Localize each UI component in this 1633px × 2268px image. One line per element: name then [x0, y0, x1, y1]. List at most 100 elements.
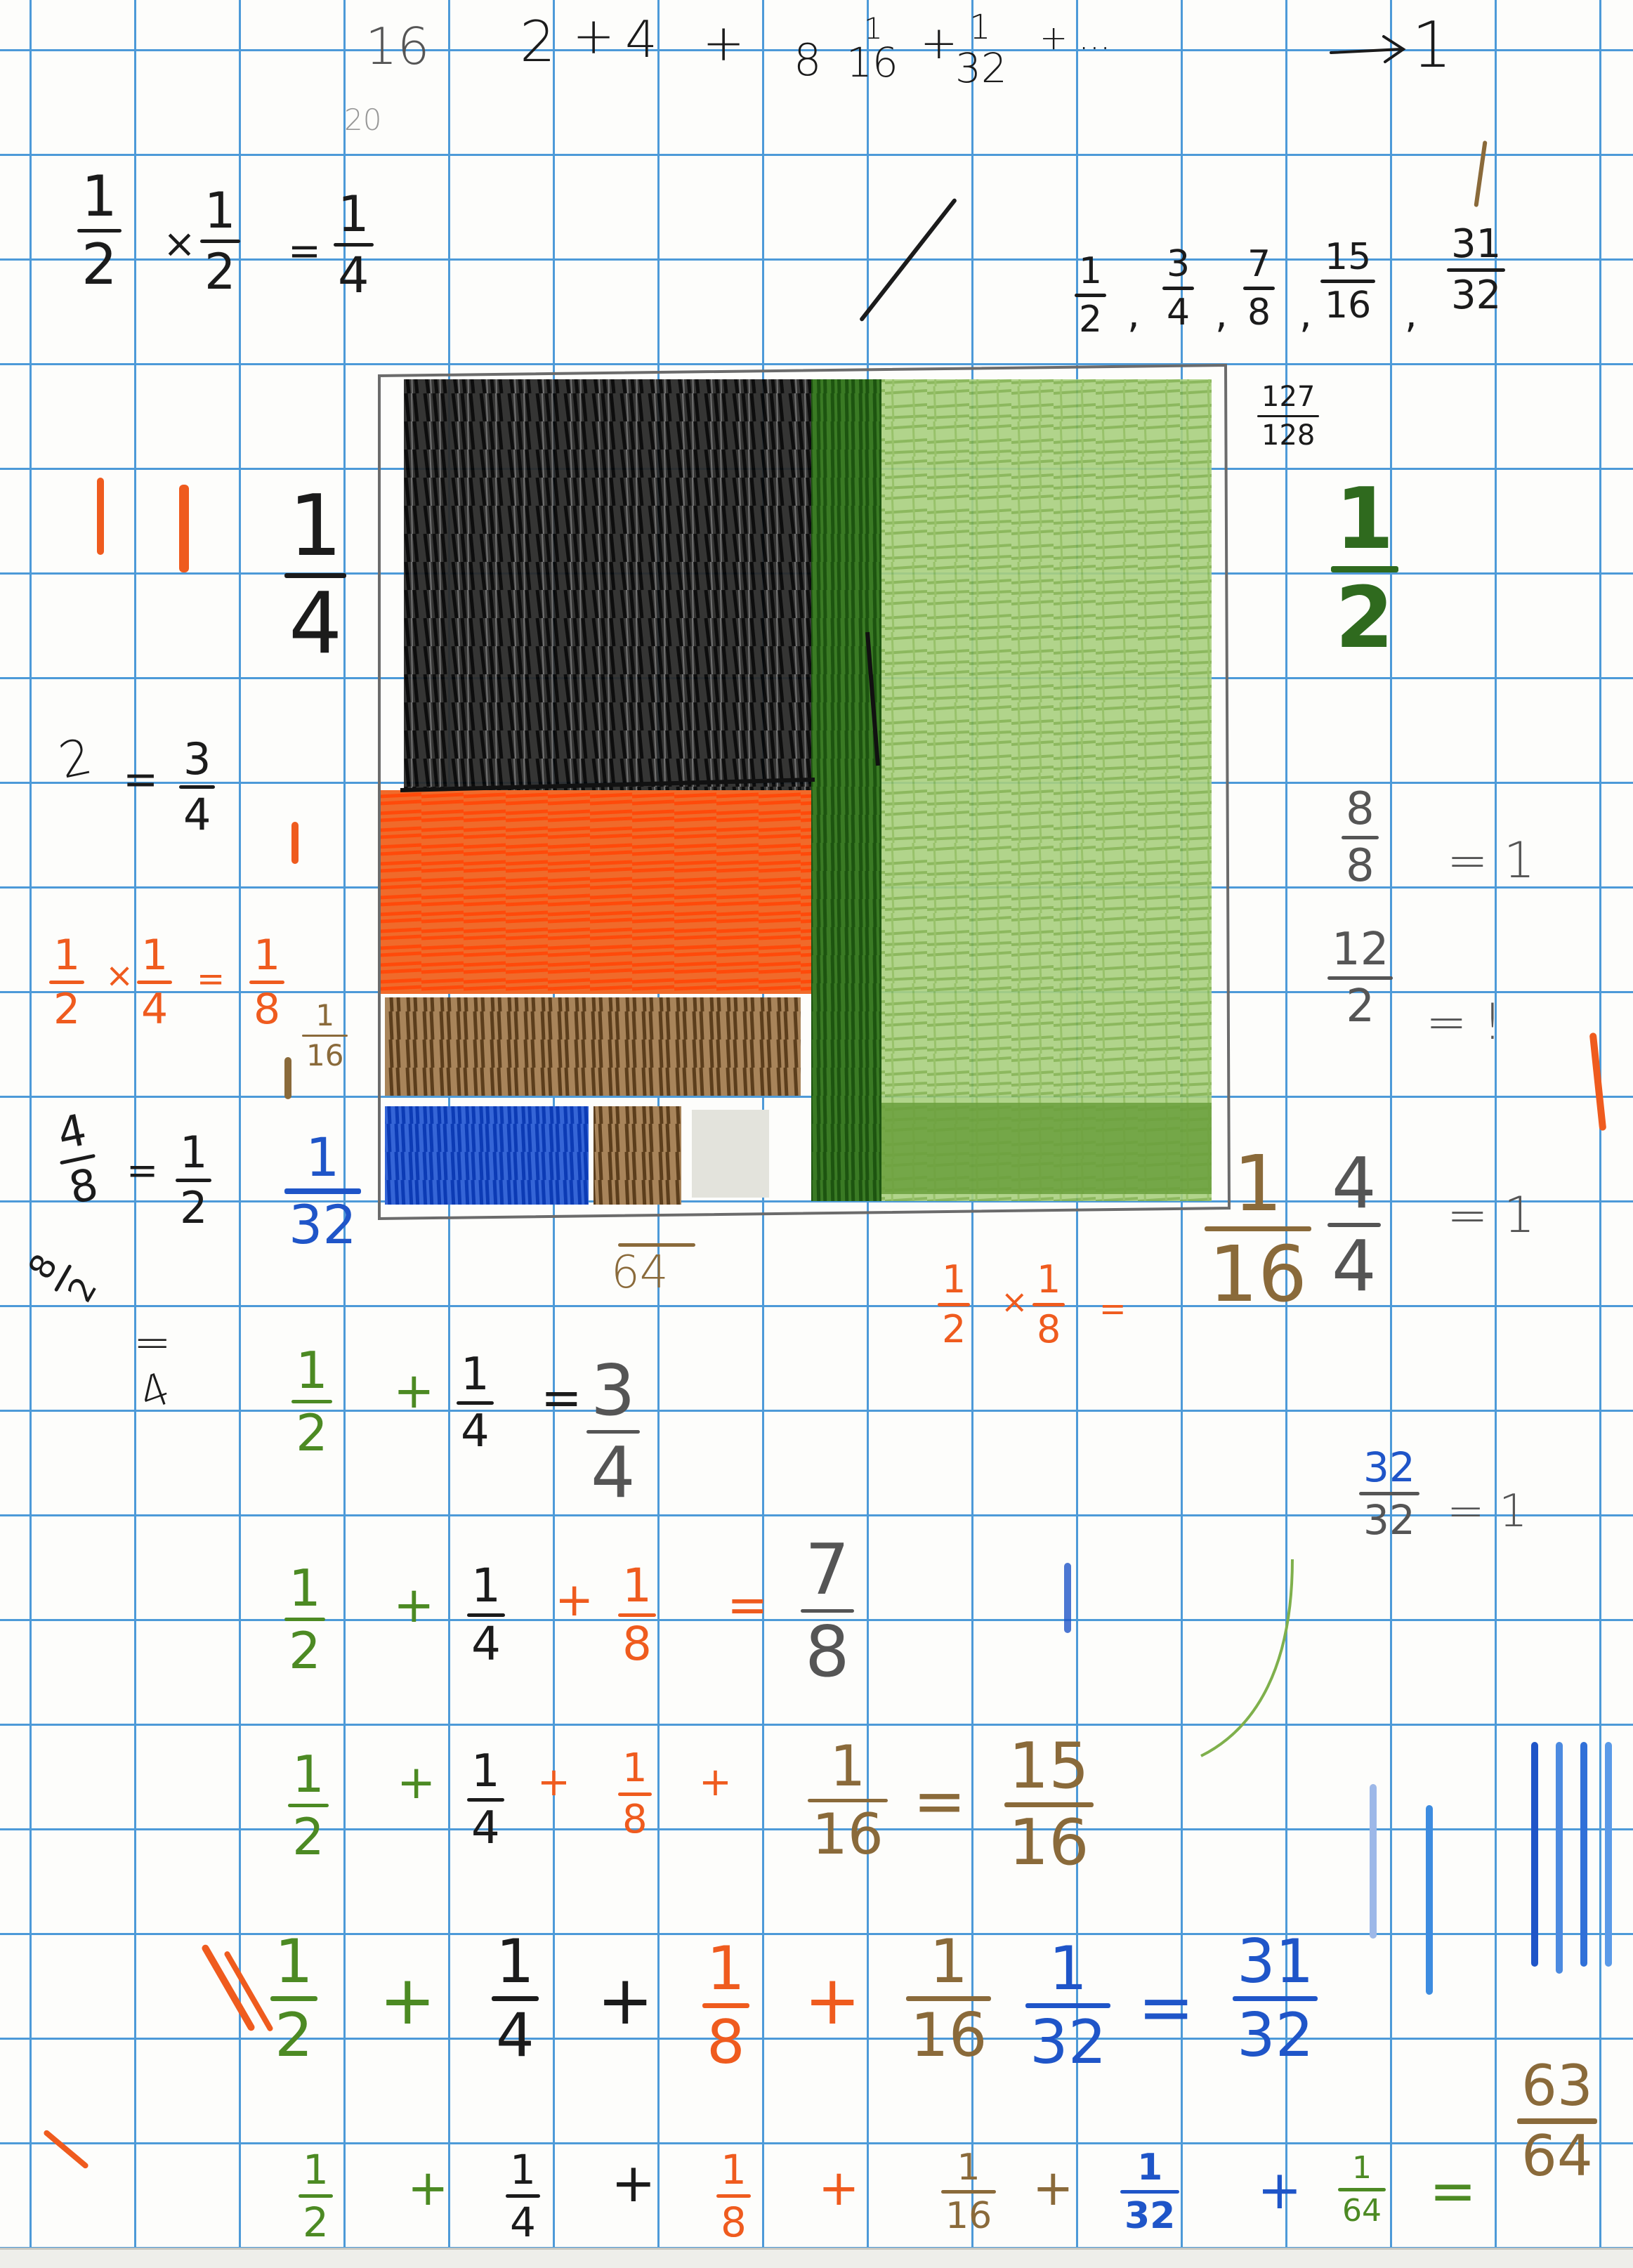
- series-term: 2: [520, 9, 556, 74]
- blue-stroke: [1556, 1742, 1563, 1974]
- equals-sign: =: [197, 959, 225, 999]
- series-term-num: 1: [864, 11, 883, 46]
- series-term: 32: [955, 44, 1007, 92]
- paper-bottom-edge: [0, 2248, 1633, 2268]
- series-plus: +: [920, 18, 958, 70]
- series-limit: 1: [1412, 8, 1452, 82]
- brown-tick: [284, 1057, 291, 1099]
- blue-stroke: [1605, 1742, 1612, 1967]
- plus-sign: +: [537, 1759, 570, 1805]
- plus-sign: +: [699, 1759, 732, 1805]
- equals-sign: =: [913, 1764, 966, 1838]
- equals-one: = 1: [1447, 1186, 1535, 1244]
- equals-bang: = !: [1426, 993, 1502, 1051]
- fraction: 15 16: [1004, 1735, 1094, 1875]
- blue-tally: [1064, 1563, 1071, 1633]
- scribble-16: 16: [365, 17, 430, 76]
- equals-sign: =: [541, 1369, 582, 1427]
- equals-one: = 1: [1447, 1486, 1528, 1538]
- plus-sign: +: [393, 1576, 435, 1634]
- fraction-bar: [618, 1243, 695, 1247]
- orange-tally: [179, 485, 189, 572]
- equals-sign: =: [126, 1148, 159, 1193]
- scribble-20: 20: [344, 103, 382, 137]
- denominator: 64: [611, 1247, 669, 1299]
- equals-sign: =: [1138, 1968, 1195, 2047]
- fraction: 1 32: [1120, 2149, 1180, 2234]
- fraction: 31 32: [1447, 225, 1506, 315]
- series-tail: + ...: [1040, 18, 1111, 58]
- equals-sign: =: [1099, 1290, 1127, 1328]
- eight-over-two-equals: =: [133, 1317, 171, 1369]
- plus-sign: +: [379, 1961, 436, 2040]
- series-term-num: 1: [969, 8, 991, 47]
- fraction: 1 64: [1338, 2153, 1386, 2227]
- times-sign: ×: [163, 221, 196, 267]
- equals-sign: =: [727, 1576, 768, 1634]
- series-plus: +: [702, 13, 745, 72]
- fraction: 32 32: [1359, 1447, 1419, 1540]
- series-term: 16: [846, 39, 898, 86]
- series-term: 8: [794, 34, 822, 86]
- fraction-thirty-second-label: 1 32: [284, 1131, 361, 1252]
- blue-stroke: [1426, 1805, 1433, 1995]
- plus-sign: +: [804, 1961, 861, 2040]
- plus-sign: +: [407, 2159, 449, 2217]
- series-plus: +: [572, 6, 615, 65]
- equals-sign: =: [288, 228, 321, 274]
- fraction: 1 16: [1205, 1145, 1311, 1313]
- plus-sign: +: [393, 1362, 435, 1420]
- plus-sign: +: [818, 2159, 860, 2217]
- fraction: 63 64: [1517, 2058, 1597, 2184]
- comma: ,: [1215, 291, 1228, 337]
- fraction: 1 32: [1025, 1939, 1111, 2073]
- orange-tally: [97, 478, 104, 555]
- equals-sign: =: [1429, 2158, 1477, 2224]
- blue-stroke: [1370, 1784, 1377, 1939]
- arrow-right-icon: [1330, 35, 1406, 63]
- fraction: 31 32: [1233, 1932, 1318, 2066]
- times-sign: ×: [1001, 1283, 1028, 1320]
- fraction: 1 16: [808, 1738, 888, 1863]
- fraction-127-128: 127 128: [1257, 383, 1320, 450]
- fraction: 1 16: [941, 2149, 997, 2234]
- fraction: 15 16: [1320, 239, 1376, 324]
- plus-sign: +: [1257, 2158, 1302, 2221]
- plus-sign: +: [397, 1755, 436, 1809]
- plus-sign: +: [611, 2151, 656, 2214]
- fraction: 12 2: [1327, 927, 1393, 1029]
- blue-stroke: [1580, 1742, 1587, 1967]
- comma: ,: [1299, 291, 1312, 337]
- green-curve: [1200, 1559, 1294, 1757]
- plus-sign: +: [597, 1961, 654, 2040]
- fraction-sixteenth: 1 16: [302, 1001, 348, 1070]
